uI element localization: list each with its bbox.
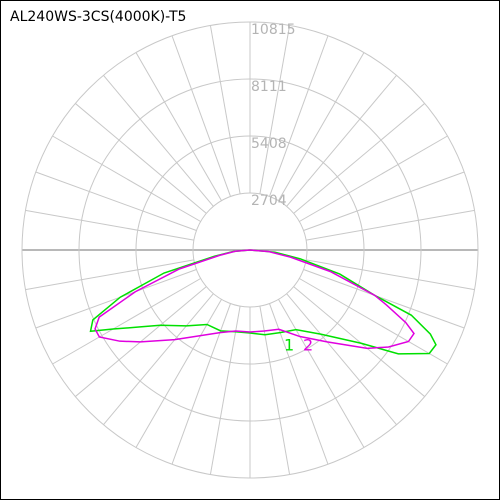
chart-title: AL240WS-3CS(4000K)-T5 [10,9,186,25]
spoke [286,293,397,425]
intensity-curve [89,249,437,355]
grid-ring [135,135,365,365]
grid-ring [78,78,422,422]
spoke [35,269,197,329]
spoke [299,278,448,365]
r-tick-label: 5408 [251,136,287,152]
spoke [259,25,291,194]
grid: 2704 5408 8111 10815 [21,21,479,479]
spoke [269,303,329,465]
spoke [52,135,201,222]
spoke [269,35,329,197]
spoke [75,103,207,214]
spoke [171,35,231,197]
spoke [293,103,425,214]
spoke [306,209,475,241]
spoke [25,259,194,291]
grid-ring [192,192,308,308]
spoke [103,75,214,207]
grid-ring [21,21,479,479]
spoke [306,259,475,291]
spoke [35,171,197,231]
legend-label: 2 [303,336,313,355]
spoke [278,52,365,201]
spoke [209,306,241,475]
spoke [25,209,194,241]
spoke [293,286,425,397]
spoke [209,25,241,194]
spoke [52,278,201,365]
spoke [303,269,465,329]
r-tick-label: 10815 [251,22,296,38]
r-tick-label: 8111 [251,79,287,95]
spoke [286,75,397,207]
spoke [135,52,222,201]
intensity-curve [94,249,415,350]
legend-label: 1 [284,336,294,355]
r-tick-label: 2704 [251,193,287,209]
spoke [303,171,465,231]
spoke [299,135,448,222]
spoke [278,299,365,448]
spoke [103,293,214,425]
